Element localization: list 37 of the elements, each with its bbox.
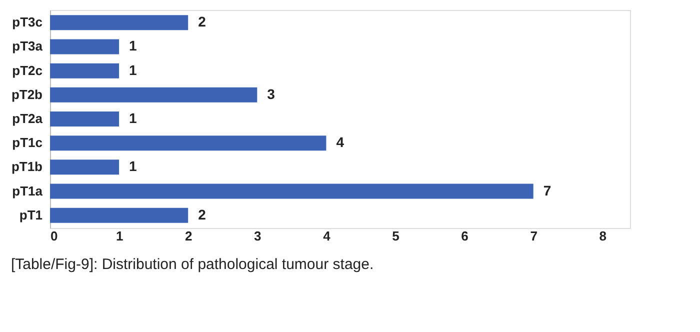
x-tick-label: 7 bbox=[530, 228, 538, 244]
bar bbox=[50, 39, 120, 54]
data-label: 7 bbox=[543, 182, 552, 198]
x-tick-label: 1 bbox=[116, 228, 124, 244]
x-tick-label: 2 bbox=[184, 228, 192, 244]
data-label: 3 bbox=[267, 86, 276, 102]
bar bbox=[50, 87, 258, 102]
y-tick-label: pT2c bbox=[12, 62, 42, 78]
y-tick-label: pT1c bbox=[12, 135, 42, 150]
bar bbox=[50, 136, 326, 151]
y-tick-label: pT1b bbox=[11, 159, 43, 174]
y-tick-label: pT2b bbox=[11, 86, 43, 102]
bar bbox=[50, 208, 188, 223]
y-tick-label: pT1 bbox=[19, 207, 42, 222]
data-label: 2 bbox=[198, 14, 206, 30]
y-tick-label: pT2a bbox=[12, 111, 44, 126]
x-tick-label: 5 bbox=[392, 228, 400, 244]
text: [Table/Fig-9]: Distribution of pathological tumour stage. bbox=[10, 256, 374, 273]
bar bbox=[50, 63, 120, 78]
bar bbox=[50, 160, 120, 175]
bar bbox=[50, 112, 120, 126]
bar bbox=[50, 15, 188, 30]
data-label: 1 bbox=[129, 38, 138, 54]
y-tick-label: pT3a bbox=[12, 38, 44, 54]
data-label: 2 bbox=[198, 206, 206, 222]
y-tick-label: pT1a bbox=[12, 183, 44, 198]
x-tick-label: 0 bbox=[50, 228, 58, 244]
data-label: 1 bbox=[129, 62, 138, 78]
x-tick-label: 8 bbox=[599, 228, 606, 244]
data-label: 1 bbox=[129, 158, 138, 174]
data-label: 4 bbox=[336, 134, 344, 150]
x-tick-label: 4 bbox=[323, 228, 332, 244]
x-tick-label: 3 bbox=[254, 228, 262, 244]
x-tick-label: 6 bbox=[461, 228, 468, 244]
y-tick-label: pT3c bbox=[12, 14, 42, 30]
data-label: 1 bbox=[129, 110, 138, 126]
bar bbox=[50, 184, 534, 199]
